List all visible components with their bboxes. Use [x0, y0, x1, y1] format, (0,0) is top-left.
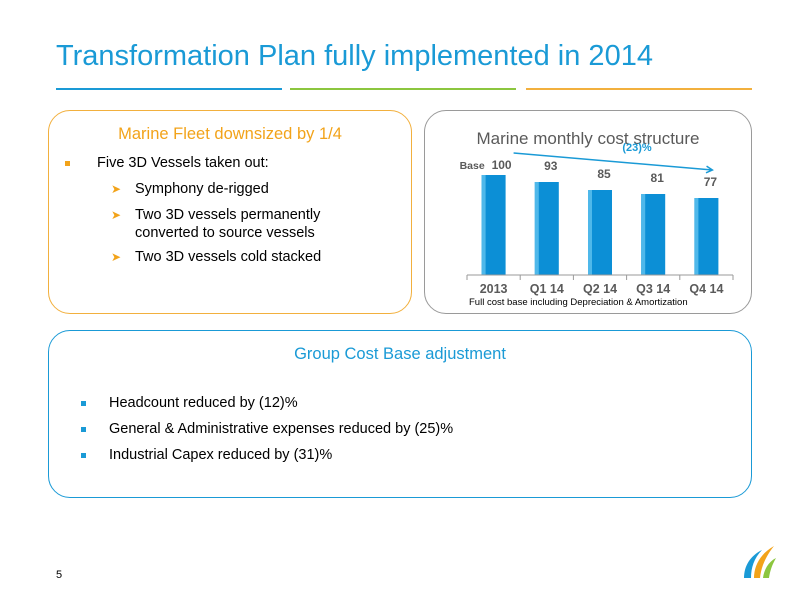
fleet-sub-bullet: Two 3D vessels cold stacked [135, 249, 322, 265]
chart-trend-arrow [513, 152, 713, 171]
title-rule-orange [526, 88, 752, 90]
chart-footnote: Full cost base including Depreciation & … [469, 297, 688, 308]
marine-fleet-box: Marine Fleet downsized by 1/4 Five 3D Ve… [48, 110, 412, 314]
chart-bar-highlight [641, 194, 646, 275]
group-cost-box: Group Cost Base adjustment Headcount red… [48, 330, 752, 498]
chart-data-label: 85 [597, 167, 611, 181]
fleet-sub-bullet: Two 3D vessels permanently [135, 207, 321, 223]
chart-bar [694, 198, 719, 275]
chart-bar-highlight [694, 198, 699, 275]
chart-bar-highlight [534, 182, 539, 275]
chart-bar [481, 175, 506, 275]
chart-change-label: (23)% [622, 142, 652, 154]
chart-data-label: 81 [651, 171, 665, 185]
fleet-sub-bullet: Symphony de-rigged [135, 181, 269, 197]
title-rule-green [290, 88, 516, 90]
chart-bar-highlight [588, 190, 592, 275]
fleet-sub-bullet-continued: converted to source vessels [135, 225, 315, 241]
chart-bar [641, 194, 666, 275]
chart-tick-label: Q1 14 [530, 282, 564, 296]
bullet-square-icon [81, 427, 86, 432]
chart-tick-label: Q2 14 [583, 282, 617, 296]
slide-title: Transformation Plan fully implemented in… [56, 40, 653, 72]
marine-cost-chart-box: Marine monthly cost structure 100 2013 93 Q… [424, 110, 752, 314]
chart-bar-highlight [481, 175, 486, 275]
group-bullet: Headcount reduced by (12)% [109, 395, 298, 411]
chart-base-label: Base [460, 160, 485, 172]
arrow-bullet-icon: ➤ [111, 208, 122, 222]
chart-data-label: 93 [544, 159, 558, 173]
chart-tick-label: Q3 14 [636, 282, 670, 296]
fleet-main-bullet: Five 3D Vessels taken out: [97, 155, 269, 171]
arrow-bullet-icon: ➤ [111, 182, 122, 196]
chart-data-label: 77 [704, 175, 718, 189]
group-bullet: Industrial Capex reduced by (31)% [109, 447, 333, 463]
group-cost-heading: Group Cost Base adjustment [294, 345, 506, 363]
bullet-square-icon [81, 453, 86, 458]
bullet-square-icon [81, 401, 86, 406]
chart-trend-arrowhead-icon [705, 165, 714, 174]
marine-cost-chart: 100 2013 93 Q1 14 85 Q2 14 81 Q3 14 77 Q4 14 Base (… [460, 142, 734, 296]
group-bullet: General & Administrative expenses reduce… [109, 421, 454, 437]
company-logo-icon [744, 546, 776, 578]
marine-fleet-heading: Marine Fleet downsized by 1/4 [118, 125, 342, 143]
chart-data-label: 100 [492, 158, 512, 172]
bullet-square-icon [65, 161, 70, 166]
title-rule-blue [56, 88, 282, 90]
arrow-bullet-icon: ➤ [111, 250, 122, 264]
chart-heading: Marine monthly cost structure [476, 129, 700, 148]
chart-tick-label: Q4 14 [689, 282, 723, 296]
chart-tick-label: 2013 [480, 282, 508, 296]
page-number: 5 [56, 569, 63, 581]
